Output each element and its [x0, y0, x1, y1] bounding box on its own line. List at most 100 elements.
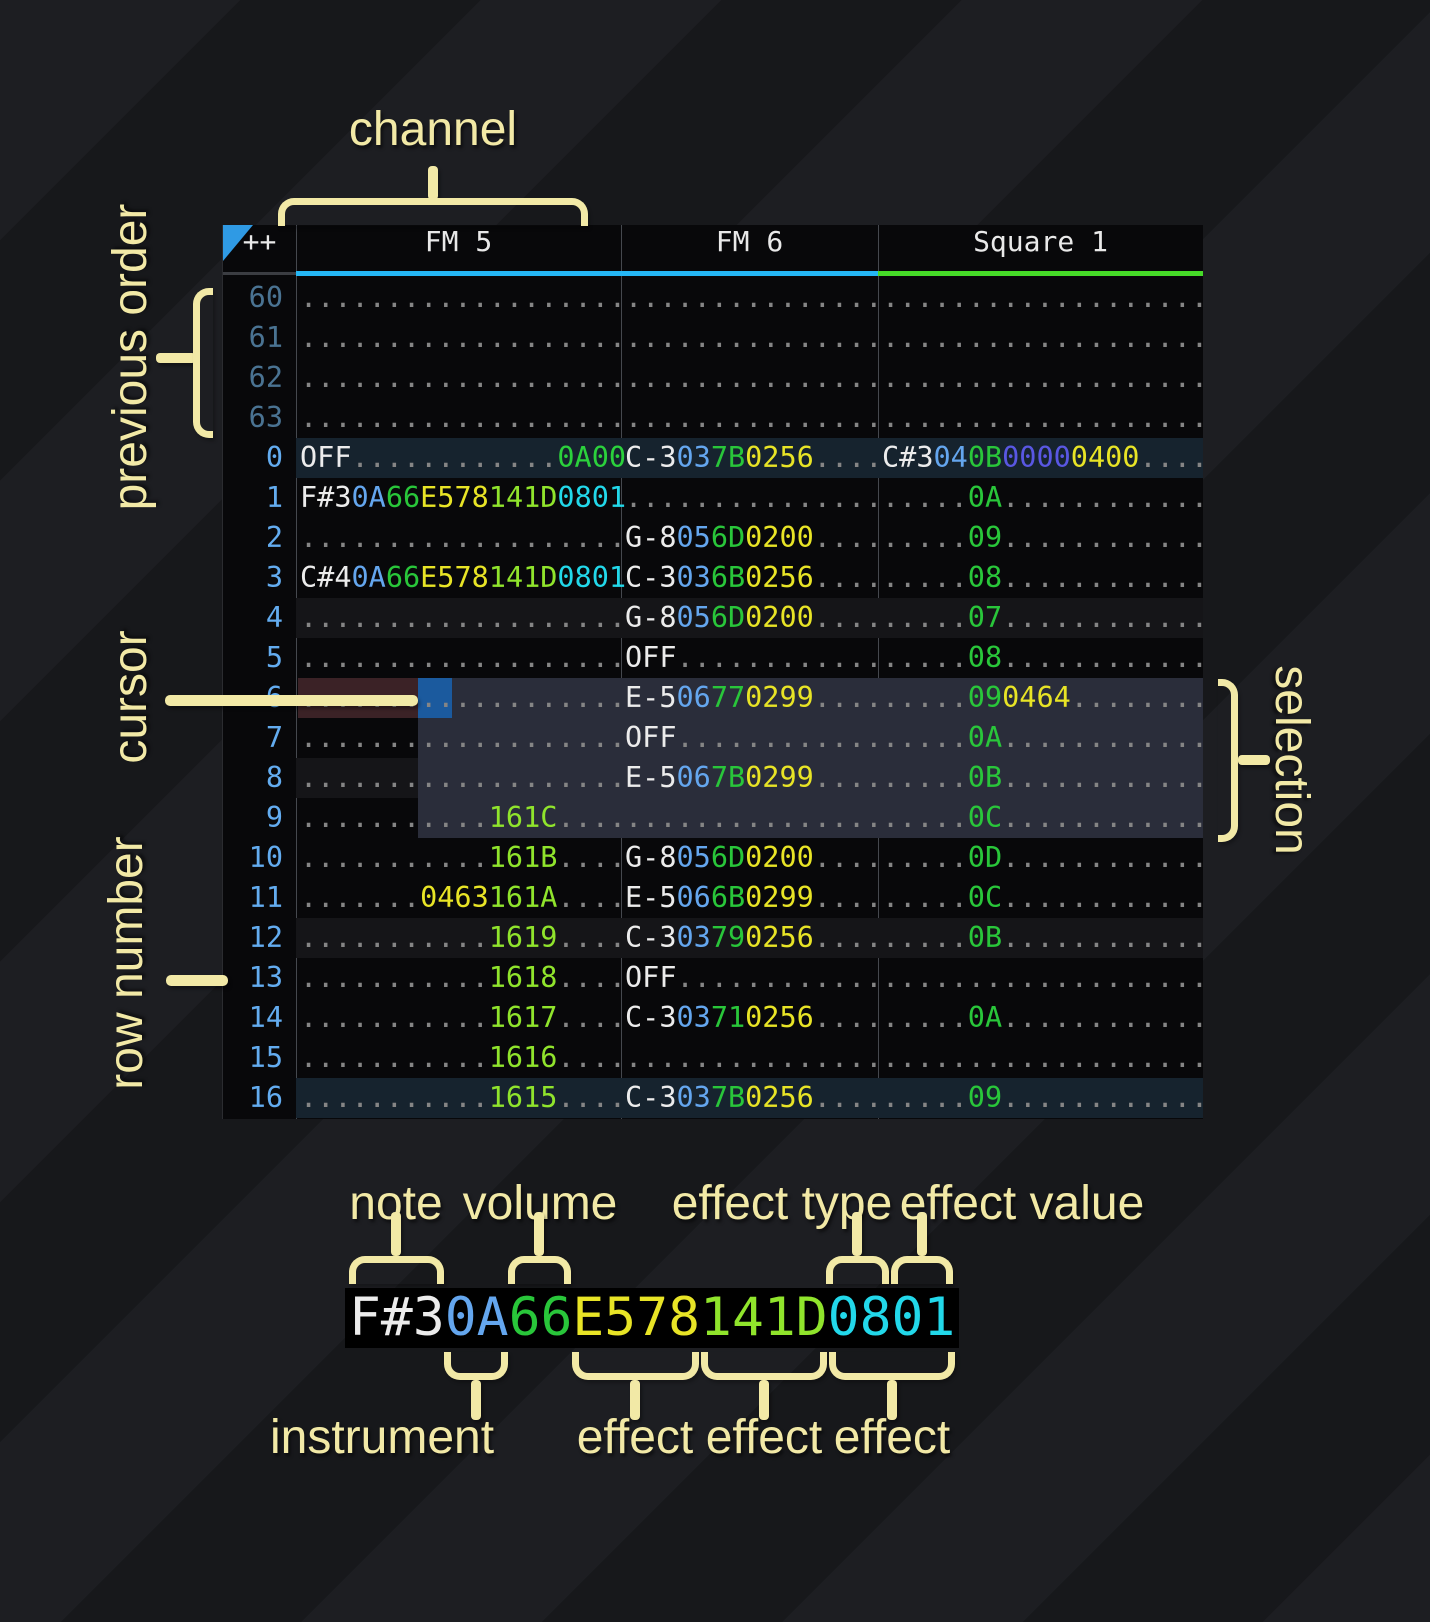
pattern-cell[interactable]: ...........161C.... [300, 801, 627, 834]
row-number: 8 [265, 761, 283, 794]
pattern-cell[interactable]: .....09............ [882, 1081, 1209, 1114]
pattern-cell[interactable]: .....0B............ [882, 761, 1209, 794]
pattern-row: 9 ...........161C........................… [223, 798, 1209, 838]
pattern-cell[interactable]: ................... [300, 521, 627, 554]
pattern-cell[interactable]: ................... [300, 361, 627, 394]
selection-region [418, 678, 1203, 838]
pattern-cell[interactable]: ............... [625, 321, 883, 354]
pattern-cell[interactable]: ................... [300, 641, 627, 674]
pattern-cell[interactable]: OFF............ [625, 641, 883, 674]
pattern-cell[interactable]: .....0D............ [882, 841, 1209, 874]
pattern-cell[interactable]: .....08............ [882, 561, 1209, 594]
row-highlight-weak [296, 918, 1203, 958]
pattern-row: 4................... G-8056D0200.........… [223, 598, 1209, 638]
channel-header[interactable]: FM 6 [715, 225, 784, 258]
pattern-cell[interactable]: C#40A66E578141D0801 [300, 561, 627, 594]
pattern-cell[interactable]: ................... [300, 601, 627, 634]
pattern-cell[interactable]: C#3040B00000400.... [882, 441, 1209, 474]
instrument-label: instrument [269, 1411, 495, 1464]
pattern-cell[interactable]: ................... [300, 321, 627, 354]
effect2-label: effect [705, 1411, 823, 1464]
pattern-cell[interactable]: .....07............ [882, 601, 1209, 634]
pattern-cell[interactable]: .......0463161A.... [300, 881, 627, 914]
pattern-editor[interactable]: ++ FM 5 FM 6 Square 1 60..................… [222, 225, 1209, 1119]
pattern-row: 0 OFF............0A00 C-3037B0256.... C#304… [223, 438, 1209, 478]
pattern-cell[interactable]: C-3037B0256.... [625, 441, 883, 474]
selection-bracket [1218, 679, 1238, 842]
pattern-cell[interactable]: C-303790256.... [625, 921, 883, 954]
order-add-button[interactable]: ++ [242, 225, 277, 258]
pattern-cell[interactable]: ............... [625, 281, 883, 314]
pattern-cell[interactable]: .....0B............ [882, 921, 1209, 954]
pattern-row: 2................... G-8056D0200.........… [223, 518, 1209, 558]
pattern-row: 7................... OFF.................… [223, 718, 1209, 758]
previous-order-bracket [193, 288, 213, 438]
pattern-cell[interactable]: OFF............ [625, 961, 883, 994]
row-highlight-strong [296, 438, 1203, 478]
pattern-cell[interactable]: E-5066B0299.... [625, 881, 883, 914]
pattern-cell[interactable]: .....0A............ [882, 1001, 1209, 1034]
pattern-cell[interactable]: E-506770299.... [625, 681, 883, 714]
pattern-cell[interactable]: ................... [300, 401, 627, 434]
pattern-row: 5................... OFF.................… [223, 638, 1209, 678]
pattern-cell[interactable]: ................... [882, 361, 1209, 394]
row-number-pointer-line [166, 975, 228, 986]
pattern-cell[interactable]: ............... [625, 481, 883, 514]
pattern-cell[interactable]: .....090464........ [882, 681, 1209, 714]
column-divider [296, 225, 297, 1119]
row-number: 4 [265, 601, 283, 634]
pattern-row: 13 ...........1618.... OFF................… [223, 958, 1209, 998]
pattern-cell[interactable]: ...........1616.... [300, 1041, 627, 1074]
pattern-cell[interactable]: ...........1617.... [300, 1001, 627, 1034]
channel-header[interactable]: Square 1 [973, 225, 1108, 258]
pattern-row: 15 ...........1616.......................… [223, 1038, 1209, 1078]
pattern-cell[interactable]: ...........1615.... [300, 1081, 627, 1114]
effect-type-pointer-stem [852, 1212, 862, 1256]
pattern-cell[interactable]: ................... [882, 1041, 1209, 1074]
pattern-cell[interactable]: .....0C............ [882, 801, 1209, 834]
channel-bracket [278, 198, 588, 226]
effect2-bracket [701, 1352, 827, 1380]
row-number: 15 [248, 1041, 283, 1074]
pattern-cell[interactable]: ................... [300, 281, 627, 314]
pattern-cell[interactable]: ...........161B.... [300, 841, 627, 874]
pattern-cell[interactable]: C-3036B0256.... [625, 561, 883, 594]
pattern-rows-layer: ++ FM 5 FM 6 Square 1 60..................… [223, 225, 1209, 1119]
pattern-cell[interactable]: .....0A............ [882, 481, 1209, 514]
selection-pointer-stem [1238, 755, 1270, 765]
pattern-cell[interactable]: ............... [625, 801, 883, 834]
pattern-cell[interactable]: ................... [882, 321, 1209, 354]
pattern-cell[interactable]: OFF............ [625, 721, 883, 754]
row-number: 60 [248, 281, 283, 314]
pattern-cell[interactable]: ............... [625, 1041, 883, 1074]
pattern-cell[interactable]: C-3037B0256.... [625, 1081, 883, 1114]
note-pointer-stem [391, 1212, 401, 1256]
channel-header[interactable]: FM 5 [424, 225, 493, 258]
pattern-cell[interactable]: ...........1619.... [300, 921, 627, 954]
magnified-pattern-cell: F#30A66E578141D0801 [345, 1288, 959, 1348]
pattern-cell[interactable]: .....0C............ [882, 881, 1209, 914]
pattern-cell[interactable]: ................... [882, 961, 1209, 994]
pattern-cell[interactable]: E-5067B0299.... [625, 761, 883, 794]
pattern-cell[interactable]: G-8056D0200.... [625, 601, 883, 634]
pattern-cell[interactable]: OFF............0A00 [300, 441, 627, 474]
pattern-cell[interactable]: ................... [300, 761, 627, 794]
pattern-cell[interactable]: ................... [882, 401, 1209, 434]
row-number: 7 [265, 721, 283, 754]
pattern-cell[interactable]: .....08............ [882, 641, 1209, 674]
pattern-cell[interactable]: G-8056D0200.... [625, 841, 883, 874]
pattern-cell[interactable]: ............... [625, 401, 883, 434]
pattern-cell[interactable]: ................... [882, 281, 1209, 314]
row-number: 1 [265, 481, 283, 514]
column-divider [878, 225, 879, 1119]
pattern-cell[interactable]: .....0A............ [882, 721, 1209, 754]
pattern-cell[interactable]: ...........1618.... [300, 961, 627, 994]
pattern-cell[interactable]: C-303710256.... [625, 1001, 883, 1034]
pattern-row: 63......................................… [223, 398, 1209, 438]
pattern-cell[interactable]: .....09............ [882, 521, 1209, 554]
pattern-cursor [418, 678, 452, 718]
pattern-cell[interactable]: ................... [300, 721, 627, 754]
pattern-cell[interactable]: ............... [625, 361, 883, 394]
pattern-cell[interactable]: G-8056D0200.... [625, 521, 883, 554]
pattern-cell[interactable]: F#30A66E578141D0801 [300, 481, 627, 514]
